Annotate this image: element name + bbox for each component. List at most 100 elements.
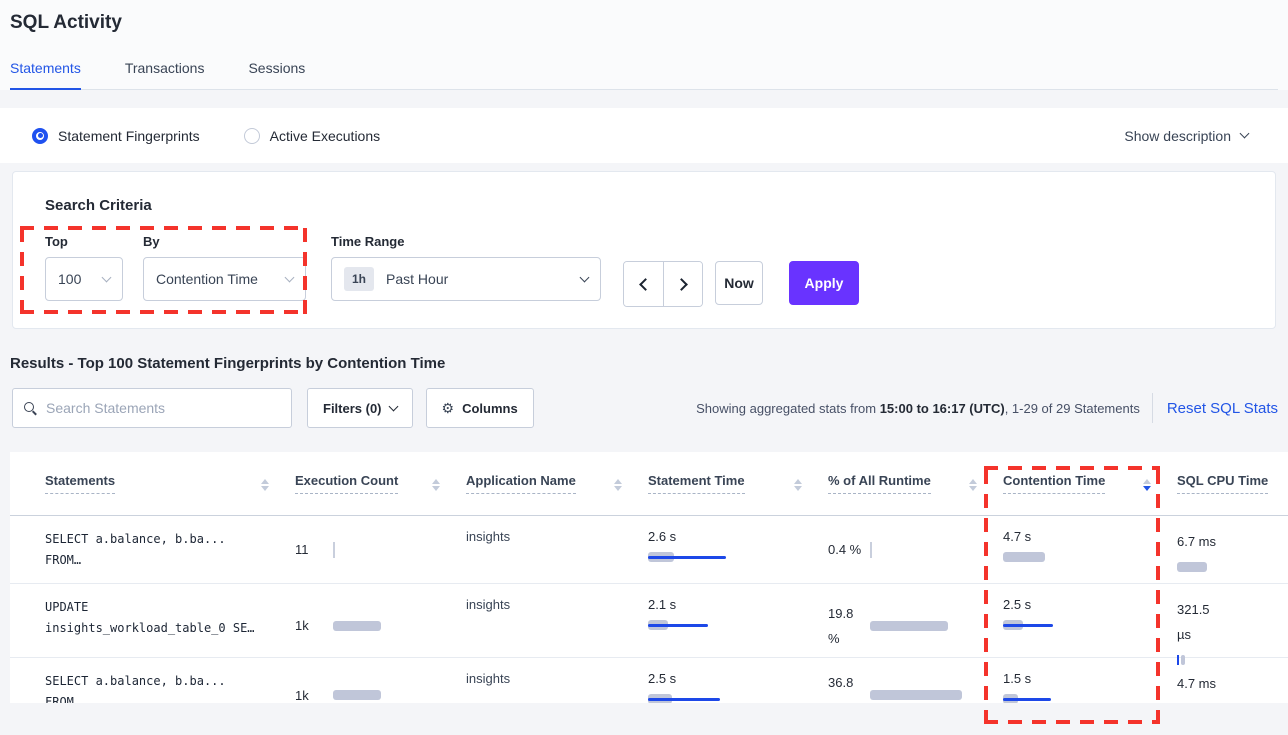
by-select[interactable]: Contention Time [143, 257, 306, 301]
contention-time-cell: 1.5 s [1003, 658, 1177, 703]
sort-icons[interactable] [432, 477, 440, 491]
time-range-label: Time Range [331, 234, 405, 249]
by-group: By Contention Time [143, 234, 306, 301]
time-range-select[interactable]: 1h Past Hour [331, 257, 601, 301]
filters-label: Filters (0) [323, 400, 382, 416]
col-header-sql-cpu-time: SQL CPU Time [1177, 473, 1288, 494]
pct-runtime-bar [870, 688, 1003, 702]
pct-runtime-bar [870, 619, 1003, 633]
sql-cpu-time-cell: 6.7 ms [1177, 516, 1288, 583]
statement-time-bar [648, 618, 768, 632]
execution-count-bar [333, 619, 466, 633]
tab-transactions[interactable]: Transactions [124, 60, 205, 76]
sql-cpu-time-cell: 4.7 ms [1177, 658, 1288, 703]
top-label: Top [45, 234, 68, 249]
next-time-button[interactable] [663, 262, 702, 306]
radio-statement-fingerprints[interactable]: Statement Fingerprints [32, 127, 200, 144]
statement-cell[interactable]: SELECT a.balance, b.ba... FROM… [45, 532, 226, 567]
reset-sql-stats-link[interactable]: Reset SQL Stats [1166, 399, 1278, 417]
sql-cpu-time-cell: 321.5 µs [1177, 584, 1288, 667]
col-header-application-name: Application Name [466, 473, 648, 494]
chevron-down-icon [388, 401, 398, 411]
statement-time-cell: 2.1 s [648, 584, 828, 667]
execution-count-cell: 1k [295, 658, 466, 703]
time-nav-group [623, 261, 703, 307]
chevron-down-icon [1239, 128, 1250, 139]
application-name-cell: insights [466, 671, 511, 686]
statement-time-bar [648, 692, 768, 703]
contention-time-cell: 2.5 s [1003, 584, 1177, 667]
time-range-group: Time Range 1h Past Hour [331, 234, 601, 301]
chevron-down-icon [284, 272, 295, 282]
top-select[interactable]: 100 [45, 257, 123, 301]
execution-count-cell: 11 [295, 516, 466, 583]
statement-time-cell: 2.6 s [648, 516, 828, 583]
sort-icons[interactable] [1143, 477, 1151, 491]
show-description-label: Show description [1124, 127, 1231, 144]
now-button[interactable]: Now [715, 261, 763, 305]
apply-button[interactable]: Apply [789, 261, 859, 305]
divider [1151, 393, 1153, 423]
statements-table: Statements Execution Count Application N… [10, 452, 1288, 703]
search-criteria-card: Search Criteria Top 100 By Contention Ti… [12, 171, 1276, 329]
pct-runtime-bar [870, 541, 1003, 558]
statement-time-cell: 2.5 s [648, 658, 828, 703]
table-row[interactable]: UPDATE insights_workload_table_0 SE… 1k i… [10, 584, 1288, 665]
chevron-down-icon [579, 272, 590, 282]
sort-icons[interactable] [261, 477, 269, 491]
radio-active-executions[interactable]: Active Executions [243, 127, 381, 144]
results-toolbar: Filters (0) ⚙ Columns Showing aggregated… [0, 388, 1288, 428]
application-name-cell: insights [466, 597, 511, 612]
chevron-down-icon [101, 272, 112, 282]
show-description-toggle[interactable]: Show description [1124, 127, 1250, 144]
contention-time-bar [1003, 692, 1123, 703]
radio-label: Active Executions [269, 127, 381, 144]
prev-time-button[interactable] [624, 262, 663, 306]
top-group: Top 100 [45, 234, 123, 301]
table-header-row: Statements Execution Count Application N… [10, 452, 1288, 516]
sort-icons[interactable] [969, 477, 977, 491]
statement-cell[interactable]: UPDATE insights_workload_table_0 SE… [45, 600, 255, 635]
chevron-right-icon [675, 277, 688, 291]
toolbar-right: Showing aggregated stats from 15:00 to 1… [696, 393, 1278, 423]
contention-time-cell: 4.7 s [1003, 516, 1177, 583]
by-value: Contention Time [156, 271, 258, 287]
results-heading: Results - Top 100 Statement Fingerprints… [10, 355, 446, 372]
chevron-left-icon [638, 277, 652, 291]
table-row[interactable]: SELECT a.balance, b.ba... FROM… 11 insigh… [10, 516, 1288, 584]
execution-count-bar [333, 541, 466, 558]
table-row[interactable]: SELECT a.balance, b.ba... FROM… 1k insigh… [10, 658, 1288, 703]
time-range-badge: 1h [344, 267, 375, 291]
statement-time-bar [648, 550, 768, 564]
sql-cpu-time-bar [1177, 702, 1288, 703]
top-value: 100 [58, 271, 82, 287]
filters-button[interactable]: Filters (0) [307, 388, 413, 428]
radio-selected-icon[interactable] [32, 127, 48, 144]
col-header-statement-time: Statement Time [648, 473, 828, 494]
tab-statements[interactable]: Statements [10, 60, 81, 90]
col-header-contention-time: Contention Time [1003, 473, 1177, 494]
col-header-execution-count: Execution Count [295, 473, 466, 494]
by-label: By [143, 234, 160, 249]
search-icon [23, 401, 37, 415]
page-title: SQL Activity [10, 12, 122, 33]
sort-icons[interactable] [614, 477, 622, 491]
sql-cpu-time-bar [1177, 653, 1288, 667]
sql-cpu-time-bar [1177, 560, 1288, 574]
execution-count-cell: 1k [295, 584, 466, 667]
execution-count-bar [333, 688, 466, 702]
search-statements-input[interactable] [46, 400, 281, 416]
statement-cell[interactable]: SELECT a.balance, b.ba... FROM… [45, 674, 226, 703]
search-statements-box[interactable] [12, 388, 292, 428]
search-criteria-controls: Top 100 By Contention Time Time Range 1h… [45, 234, 1275, 307]
col-header-statements: Statements [10, 473, 295, 494]
tab-bar: Statements Transactions Sessions [10, 60, 1278, 90]
columns-button[interactable]: ⚙ Columns [425, 388, 534, 428]
tab-sessions[interactable]: Sessions [248, 60, 306, 76]
gear-icon: ⚙ [441, 399, 455, 416]
search-criteria-heading: Search Criteria [45, 197, 152, 214]
contention-time-bar [1003, 550, 1123, 564]
pct-runtime-cell: 0.4 % [828, 516, 1003, 583]
sort-icons[interactable] [794, 477, 802, 491]
radio-unselected-icon[interactable] [243, 127, 260, 144]
